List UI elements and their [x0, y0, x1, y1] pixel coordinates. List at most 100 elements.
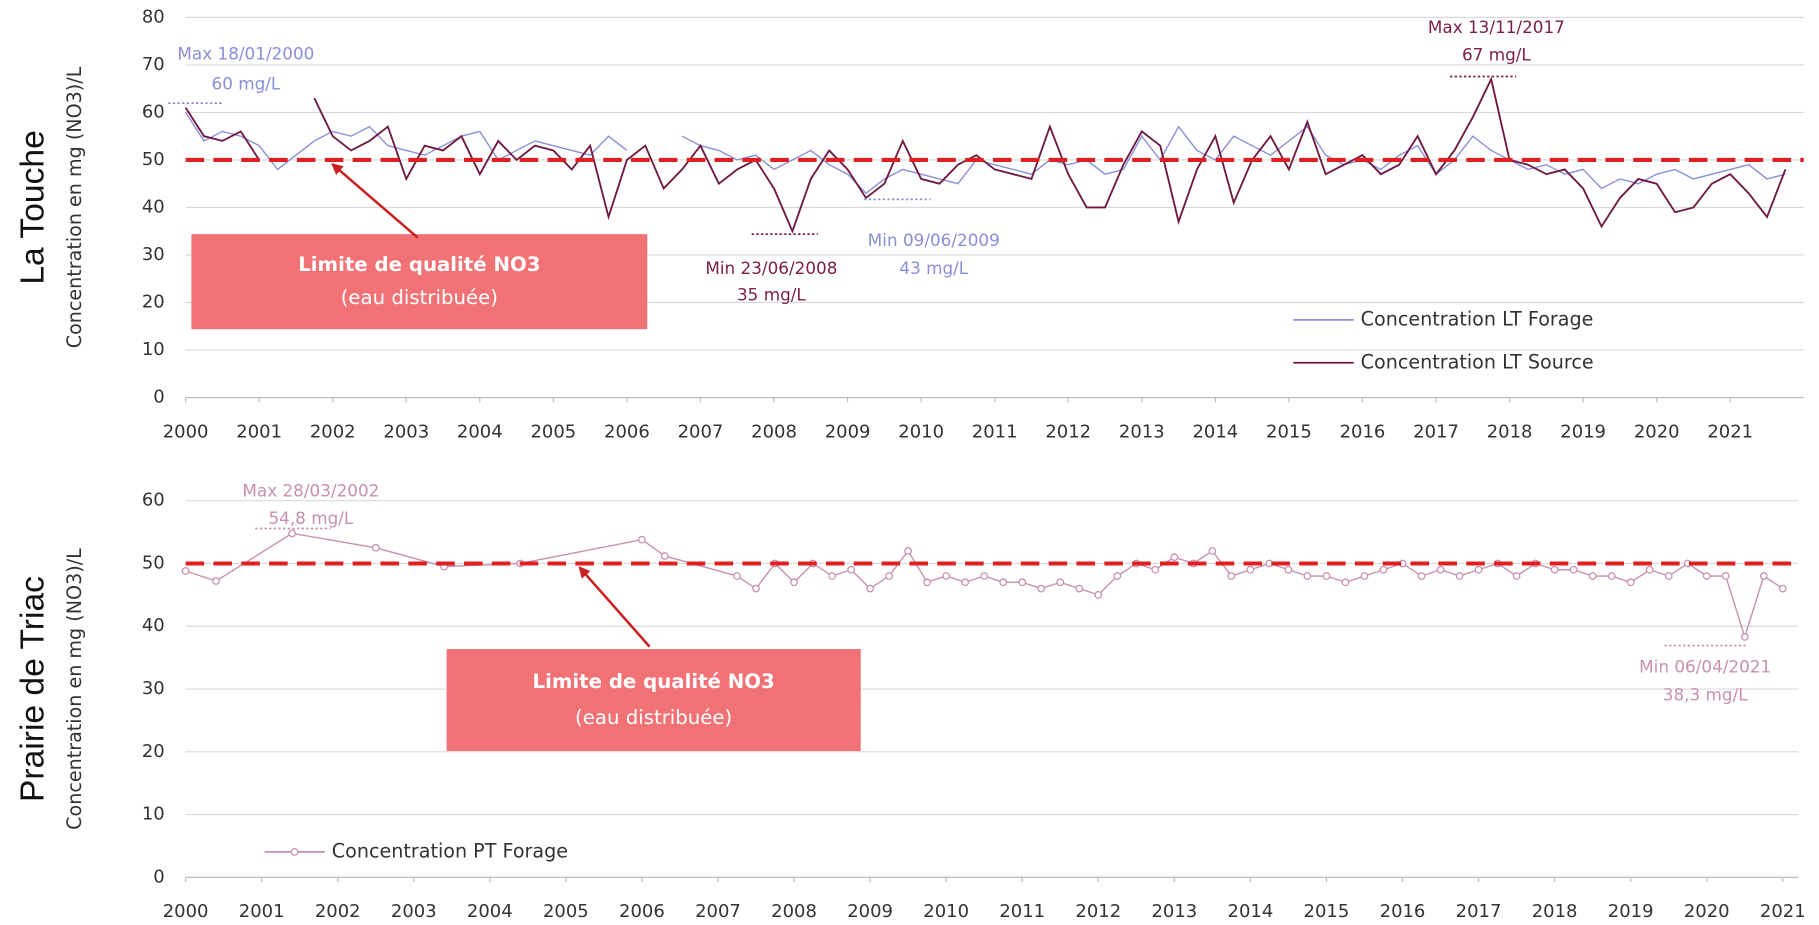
point	[371, 543, 380, 552]
x-tick-label: 2018	[1487, 421, 1533, 442]
point	[942, 572, 951, 580]
x-tick-label: 2018	[1532, 901, 1578, 922]
point	[1303, 572, 1312, 580]
x-tick-label: 2000	[163, 421, 209, 442]
x-tick-label: 2007	[695, 901, 741, 922]
quality-label: Limite de qualité NO3	[533, 670, 775, 693]
point	[1227, 572, 1236, 580]
x-tick-label: 2011	[972, 421, 1018, 442]
x-tick-label: 2016	[1380, 901, 1426, 922]
point	[733, 572, 741, 580]
quality-box	[191, 234, 648, 330]
legend-label: Concentration LT Source	[1361, 350, 1594, 373]
x-tick-label: 2017	[1413, 421, 1459, 442]
y-axis-label: Concentration en mg (NO3)/L	[63, 66, 86, 348]
series-line	[185, 532, 1784, 640]
x-tick-label: 2015	[1266, 421, 1312, 442]
point	[904, 547, 913, 555]
y-tick-label: 0	[153, 387, 164, 408]
point	[1474, 565, 1483, 574]
annotation: Max 13/11/2017	[1428, 17, 1565, 37]
x-tick-label: 2013	[1151, 901, 1197, 922]
x-tick-label: 2001	[239, 901, 285, 922]
side-title: Prairie de Triac	[15, 576, 52, 802]
point	[1379, 565, 1388, 574]
y-tick-label: 30	[142, 678, 165, 699]
point	[1056, 578, 1065, 587]
point	[212, 577, 220, 585]
point	[1721, 572, 1730, 580]
point	[1113, 572, 1122, 580]
x-tick-label: 2021	[1760, 901, 1806, 922]
x-tick-label: 2003	[383, 421, 429, 442]
x-tick-label: 2014	[1228, 901, 1274, 922]
annotation: Max 28/03/2002	[242, 480, 379, 500]
x-tick-label: 2000	[163, 901, 209, 922]
point	[1284, 565, 1293, 574]
x-tick-label: 2003	[391, 901, 437, 922]
point	[1436, 565, 1445, 574]
y-tick-label: 80	[142, 6, 165, 27]
x-tick-label: 2015	[1304, 901, 1350, 922]
point	[1588, 572, 1597, 580]
y-axis-label: Concentration en mg (NO3)/L	[63, 548, 86, 830]
point	[1322, 572, 1331, 580]
x-tick-label: 2010	[898, 421, 944, 442]
point	[1607, 572, 1616, 580]
x-tick-label: 2019	[1608, 901, 1654, 922]
x-tick-label: 2005	[543, 901, 589, 922]
x-tick-label: 2010	[923, 901, 969, 922]
y-tick-label: 70	[142, 54, 165, 75]
point	[288, 529, 296, 538]
point	[1778, 584, 1787, 593]
point	[847, 565, 855, 574]
point	[923, 578, 932, 587]
point	[1170, 553, 1179, 562]
y-tick-label: 10	[142, 804, 165, 825]
point	[1094, 590, 1103, 599]
y-tick-label: 10	[142, 339, 165, 360]
point	[1360, 572, 1369, 580]
x-tick-label: 2012	[1045, 421, 1091, 442]
x-tick-label: 2012	[1075, 901, 1121, 922]
point	[1626, 578, 1635, 587]
x-tick-label: 2020	[1684, 901, 1730, 922]
point	[752, 584, 760, 593]
series-line	[185, 112, 1786, 195]
point	[181, 567, 190, 575]
x-tick-label: 2004	[457, 421, 503, 442]
point	[1341, 578, 1350, 587]
annotation: 54,8 mg/L	[268, 508, 353, 528]
point	[790, 578, 798, 587]
point	[1645, 565, 1654, 574]
point	[1037, 584, 1046, 593]
point	[1702, 572, 1711, 580]
point	[1018, 578, 1027, 587]
side-title: La Touche	[15, 130, 52, 284]
point	[1512, 572, 1521, 580]
annotation: 38,3 mg/L	[1663, 684, 1748, 704]
point	[1151, 565, 1160, 574]
x-tick-label: 2009	[847, 901, 893, 922]
y-tick-label: 40	[142, 615, 165, 636]
quality-label: (eau distribuée)	[575, 706, 732, 729]
legend-label: Concentration LT Forage	[1361, 307, 1594, 330]
arrow	[331, 163, 419, 239]
annotation: 60 mg/L	[212, 74, 281, 94]
annotation: Max 18/01/2000	[177, 43, 314, 63]
point	[828, 572, 836, 580]
point	[1246, 565, 1255, 574]
quality-box	[446, 649, 861, 752]
x-tick-label: 2007	[678, 421, 724, 442]
x-tick-label: 2006	[604, 421, 650, 442]
x-tick-label: 2014	[1192, 421, 1238, 442]
y-tick-label: 40	[142, 196, 165, 217]
y-tick-label: 0	[153, 866, 164, 887]
point	[885, 572, 894, 580]
x-tick-label: 2011	[999, 901, 1045, 922]
legend-marker	[290, 848, 299, 856]
y-tick-label: 60	[142, 490, 165, 511]
quality-label: Limite de qualité NO3	[298, 253, 540, 276]
point	[961, 578, 970, 587]
